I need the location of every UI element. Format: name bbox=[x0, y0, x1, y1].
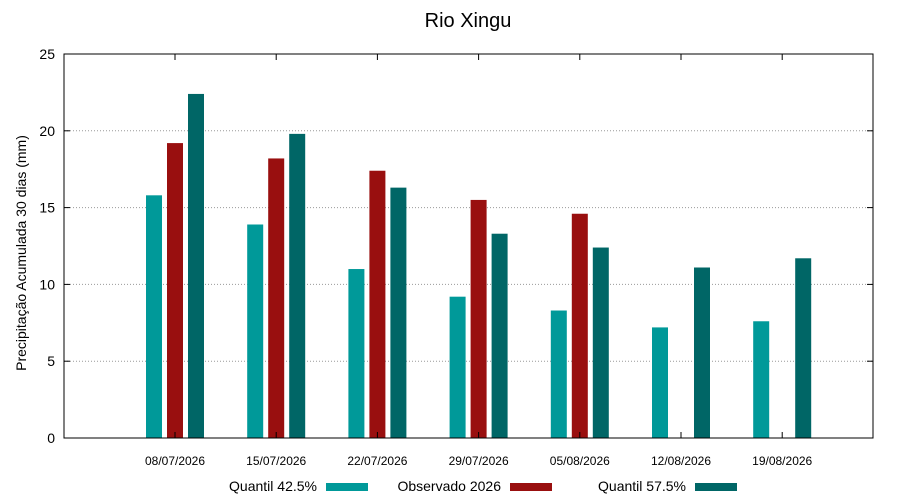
legend-label: Quantil 42.5% bbox=[229, 478, 317, 494]
bar-quantil-42-5 bbox=[753, 321, 770, 438]
legend-swatch bbox=[326, 483, 368, 491]
legend-swatch bbox=[695, 483, 737, 491]
legend-label: Quantil 57.5% bbox=[598, 478, 686, 494]
y-axis: 0 5 10 15 20 25 bbox=[39, 46, 873, 446]
legend: Quantil 42.5% Observado 2026 Quantil 57.5% bbox=[229, 478, 737, 494]
bar-observado-2026 bbox=[369, 170, 386, 438]
bar-observado-2026 bbox=[470, 199, 487, 438]
bar-quantil-42-5 bbox=[550, 310, 567, 438]
x-tick-label: 29/07/2026 bbox=[449, 454, 509, 468]
bar-group bbox=[146, 93, 812, 438]
y-tick-label: 10 bbox=[39, 276, 55, 292]
bar-quantil-42-5 bbox=[247, 224, 264, 438]
y-tick-label: 20 bbox=[39, 123, 55, 139]
y-tick-label: 5 bbox=[47, 353, 55, 369]
x-axis: 08/07/2026 15/07/2026 22/07/2026 29/07/2026… bbox=[145, 54, 813, 468]
bar-quantil-57-5 bbox=[694, 267, 710, 438]
bar-quantil-57-5 bbox=[289, 133, 306, 438]
legend-label: Observado 2026 bbox=[397, 478, 501, 494]
bar-quantil-42-5 bbox=[146, 195, 162, 438]
bar-quantil-42-5 bbox=[348, 269, 365, 438]
x-tick-label: 19/08/2026 bbox=[752, 454, 812, 468]
x-tick-label: 12/08/2026 bbox=[651, 454, 711, 468]
legend-swatch bbox=[510, 483, 552, 491]
bar-quantil-57-5 bbox=[390, 187, 407, 438]
grid-lines bbox=[64, 130, 873, 362]
bar-observado-2026 bbox=[167, 143, 183, 438]
bar-quantil-57-5 bbox=[188, 93, 204, 438]
y-tick-label: 0 bbox=[47, 430, 55, 446]
bar-quantil-57-5 bbox=[592, 247, 609, 438]
bar-quantil-57-5 bbox=[491, 233, 508, 438]
chart-title: Rio Xingu bbox=[425, 10, 512, 32]
x-tick-label: 05/08/2026 bbox=[550, 454, 610, 468]
bar-observado-2026 bbox=[571, 213, 588, 438]
x-tick-label: 22/07/2026 bbox=[347, 454, 407, 468]
bar-quantil-42-5 bbox=[449, 296, 466, 438]
x-tick-label: 15/07/2026 bbox=[246, 454, 306, 468]
plot-frame bbox=[63, 53, 874, 439]
x-tick-label: 08/07/2026 bbox=[145, 454, 205, 468]
bar-quantil-57-5 bbox=[795, 258, 812, 438]
bar-quantil-42-5 bbox=[652, 327, 668, 438]
y-axis-label: Precipitação Acumulada 30 dias (mm) bbox=[13, 135, 29, 371]
bar-observado-2026 bbox=[268, 158, 285, 438]
y-tick-label: 25 bbox=[39, 46, 55, 62]
y-tick-label: 15 bbox=[39, 200, 55, 216]
